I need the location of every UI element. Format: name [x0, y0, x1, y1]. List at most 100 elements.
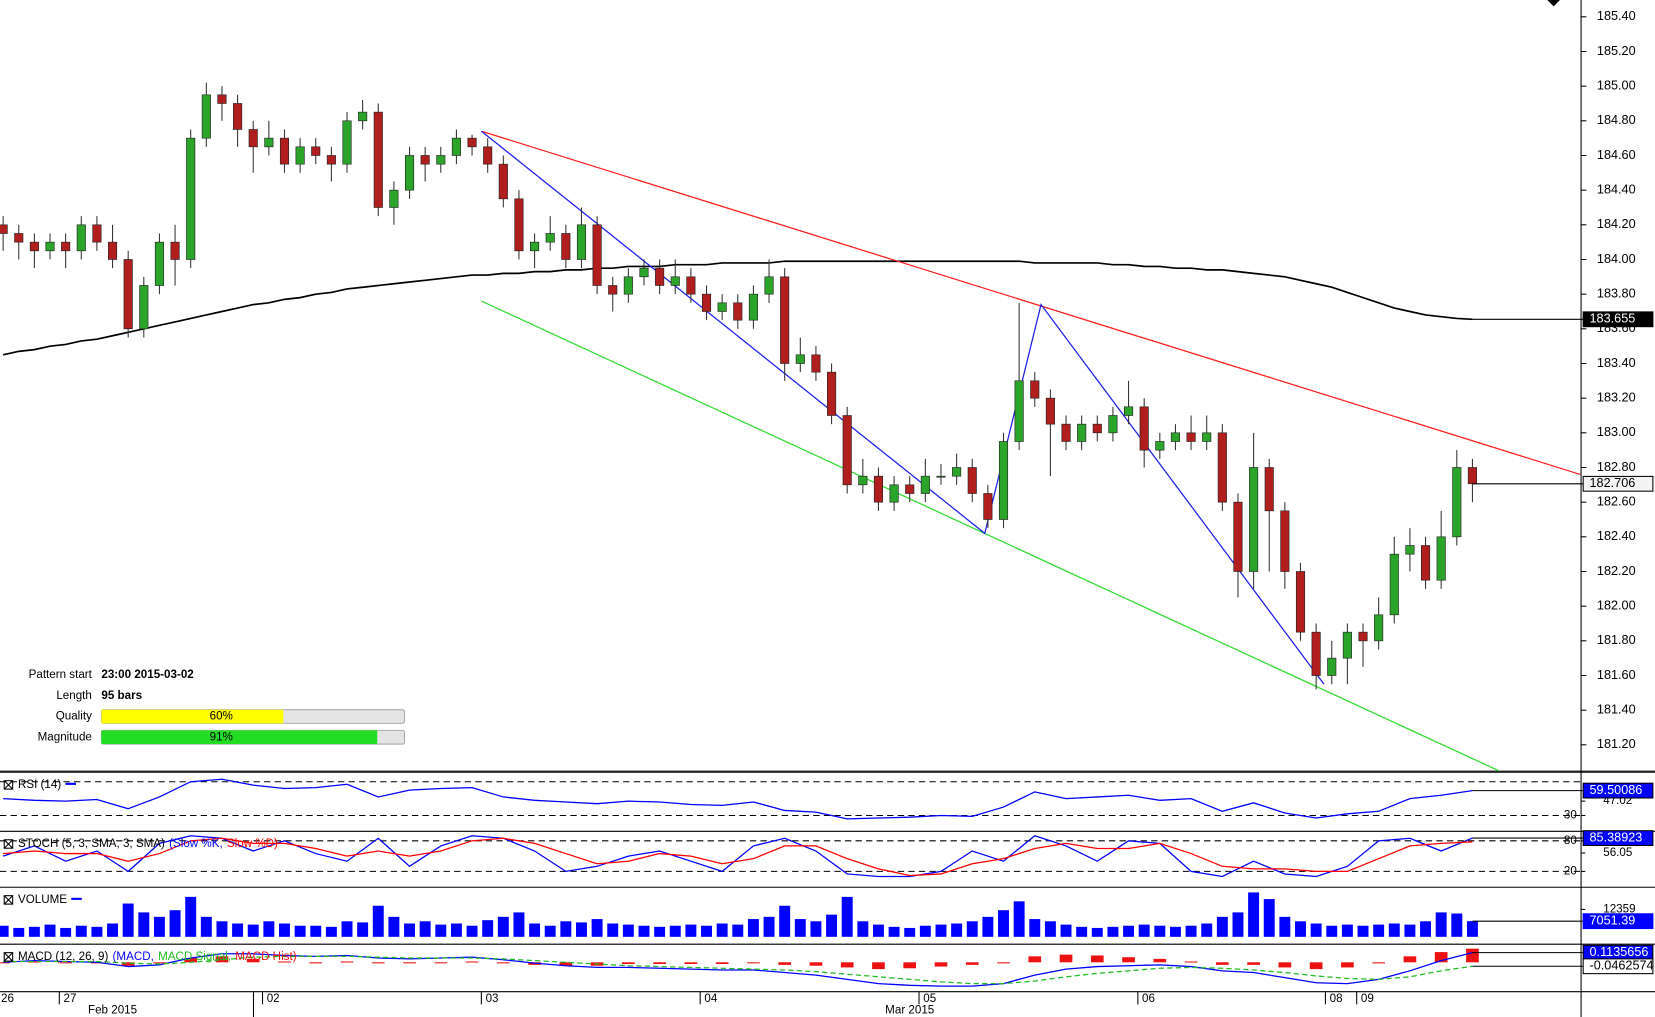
candle-body [545, 233, 555, 243]
volume-bar [357, 922, 369, 937]
hist-bar [840, 962, 854, 968]
menu-arrow[interactable] [1547, 0, 1560, 7]
candle-body [686, 276, 696, 295]
candle-body [576, 224, 587, 260]
candle-body [1342, 631, 1352, 659]
volume-bar [497, 916, 509, 937]
volume-bar [560, 921, 572, 937]
volume-bar [216, 921, 228, 937]
value-box [1582, 475, 1654, 492]
volume-bar [153, 916, 165, 937]
hist-bar [1153, 958, 1167, 963]
volume-bar [888, 926, 900, 937]
volume-bar [779, 905, 791, 937]
hist-bar [153, 962, 166, 964]
candle-body [217, 94, 227, 104]
y-tick-label: 183.00 [1597, 425, 1636, 439]
checkbox-icon [3, 780, 14, 790]
hist-bar [121, 962, 135, 966]
candle-body [498, 163, 508, 200]
legend-entry: (Slow %K, [169, 837, 223, 850]
volume-bar [185, 896, 197, 937]
y-tick-label: 20 [1564, 864, 1577, 877]
legend-entry: Slow %D) [227, 837, 278, 850]
hist-bar [1434, 952, 1448, 963]
hist-bar [965, 962, 979, 965]
y-tick-label: 184.00 [1597, 252, 1636, 266]
volume-bar [263, 921, 275, 937]
candle-body [326, 155, 336, 165]
volume-bar [575, 922, 587, 937]
volume-bar [732, 924, 744, 937]
volume-bar [607, 923, 619, 937]
checkbox-icon [3, 839, 14, 849]
candle-body [404, 155, 415, 191]
y-tick-label: 182.60 [1597, 495, 1636, 509]
volume-bar [1232, 912, 1244, 937]
candle-body [467, 137, 477, 148]
volume-bar [513, 912, 525, 937]
candle-body [14, 233, 24, 243]
volume-bar [1091, 927, 1103, 937]
y-tick-label: 12359 [1603, 902, 1635, 915]
hist-bar [1466, 948, 1479, 963]
volume-bar [1107, 926, 1119, 937]
y-tick-label: 80 [1564, 834, 1577, 847]
x-group-label: Feb 2015 [88, 1004, 137, 1017]
candle-body [45, 241, 55, 252]
hist-bar [997, 962, 1010, 964]
candle-body [1311, 631, 1321, 676]
candle-body [342, 120, 352, 165]
candle-body [311, 146, 321, 156]
volume-bar [60, 927, 72, 937]
candle-body [1264, 467, 1274, 512]
hist-bar [28, 961, 41, 963]
trend-line [481, 130, 1325, 685]
y-tick-label: 181.60 [1597, 668, 1636, 682]
y-tick-label: 182.20 [1597, 564, 1636, 578]
volume-bar [325, 926, 337, 937]
trend-line [481, 130, 1581, 476]
candle-body [1014, 380, 1024, 442]
candle-body [248, 129, 258, 148]
candle-body [1233, 501, 1243, 572]
volume-bar [450, 923, 462, 937]
volume-bar [1310, 923, 1322, 937]
candle-body [92, 224, 102, 243]
candle-body [264, 137, 274, 148]
candle-body [76, 224, 86, 252]
y-tick-label: 182.80 [1597, 460, 1636, 474]
volume-bar [763, 916, 775, 937]
volume-bar [169, 910, 181, 937]
x-tick-label: 08 [1330, 992, 1343, 1005]
candle-body [1374, 614, 1384, 642]
candle-body [1405, 545, 1415, 555]
info-label: Length [56, 689, 92, 702]
candle-body [905, 484, 915, 494]
candle-body [592, 224, 602, 286]
moving-average [2, 260, 1473, 356]
volume-bar [1216, 916, 1228, 937]
hist-bar [1090, 955, 1104, 963]
value-box [1582, 782, 1654, 799]
candle-body [1389, 553, 1399, 616]
candle-body [701, 293, 712, 312]
volume-bar [1248, 892, 1260, 937]
volume-bar [107, 923, 119, 937]
volume-bar [1076, 926, 1088, 937]
y-tick-label: 185.40 [1597, 9, 1636, 23]
checkbox-icon [3, 780, 14, 790]
info-value: 23:00 2015-03-02 [101, 668, 193, 681]
candle-body [920, 475, 930, 494]
volume-bar [1201, 923, 1213, 937]
volume-bar [232, 923, 244, 937]
volume-bar [857, 921, 869, 937]
volume-bar [279, 923, 290, 937]
candle-body [780, 276, 790, 364]
hist-bar [59, 962, 72, 964]
candle-body [827, 371, 837, 416]
x-tick-label: 03 [486, 992, 499, 1005]
candle-body [608, 285, 618, 295]
volume-bar [44, 924, 56, 937]
volume-bar [872, 924, 884, 937]
